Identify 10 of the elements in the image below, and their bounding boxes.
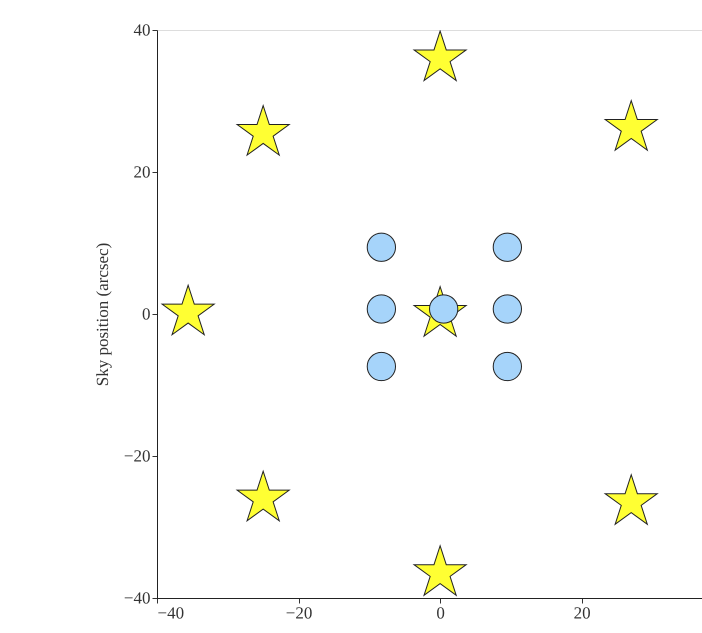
y-tick-label: 40 <box>134 20 150 40</box>
x-tick-label: 0 <box>436 604 445 622</box>
y-tick-label: −40 <box>124 588 150 608</box>
x-tick-label: −40 <box>158 604 184 622</box>
y-axis-title: Sky position (arcsec) <box>92 242 112 386</box>
x-tick-label: 20 <box>574 604 591 622</box>
x-tick-label: −20 <box>286 604 312 622</box>
y-tick-label: 20 <box>134 162 150 182</box>
y-tick-label: 0 <box>142 304 150 324</box>
y-tick-label: −20 <box>124 446 150 466</box>
